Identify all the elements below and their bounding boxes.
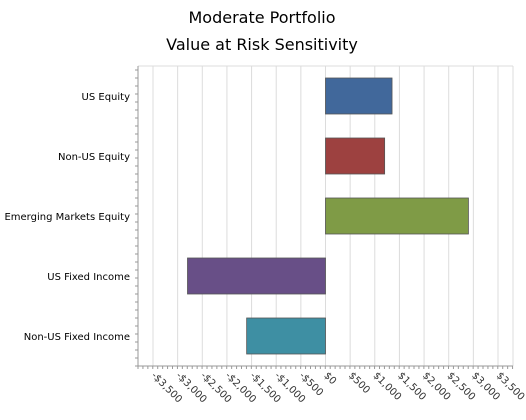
- category-label: Non-US Fixed Income: [24, 332, 130, 343]
- category-label: Non-US Equity: [58, 152, 130, 163]
- chart-title-line-2: Value at Risk Sensitivity: [166, 35, 358, 54]
- category-label: Emerging Markets Equity: [4, 212, 130, 223]
- bar-emerging-markets-equity: [325, 197, 469, 235]
- bar-non-us-equity: [325, 137, 386, 175]
- x-tick-label: $0: [321, 370, 338, 387]
- bar-non-us-fixed-income: [246, 317, 326, 355]
- axes: [135, 66, 514, 369]
- axis-labels: US Equity Non-US Equity Emerging Markets E…: [4, 92, 526, 405]
- bar-us-equity: [325, 77, 393, 115]
- category-label: US Equity: [82, 92, 131, 103]
- category-label: US Fixed Income: [47, 272, 130, 283]
- bars: [187, 77, 469, 355]
- chart-title-line-1: Moderate Portfolio: [189, 8, 336, 27]
- bar-us-fixed-income: [187, 257, 326, 295]
- x-tick-label: $500: [346, 370, 372, 396]
